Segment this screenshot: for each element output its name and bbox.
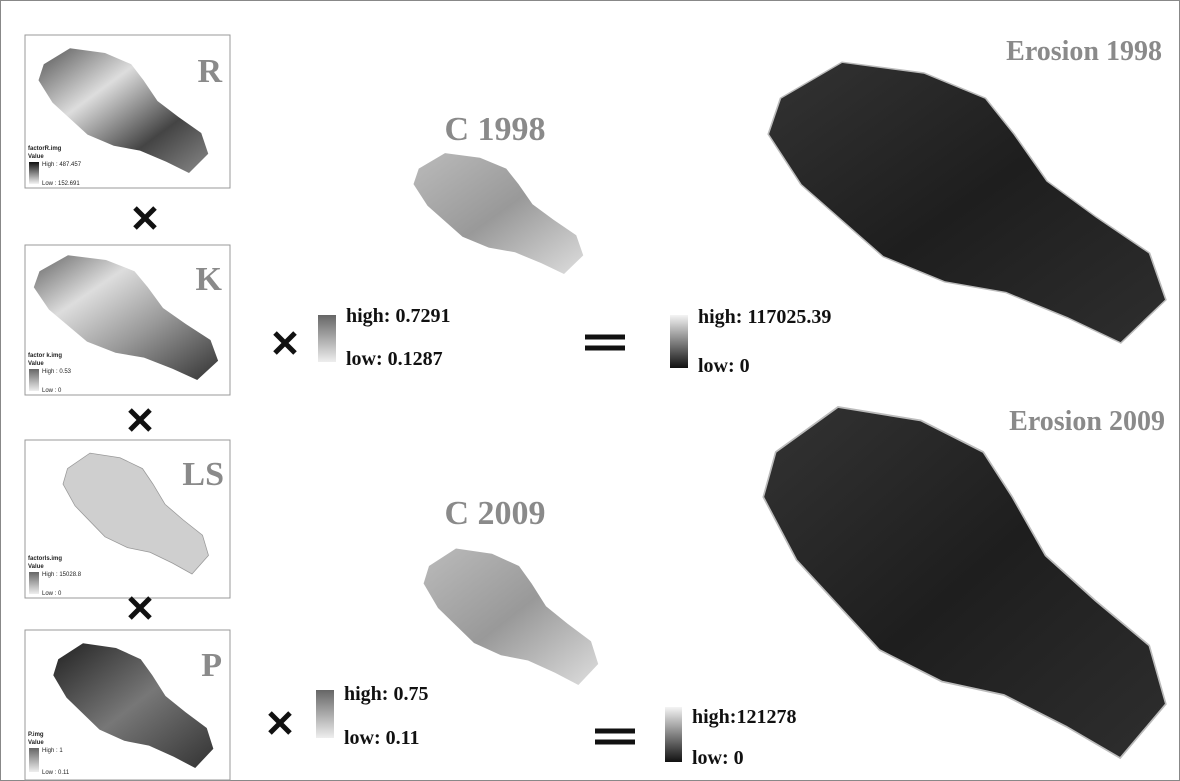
legend-bar (316, 690, 334, 738)
legend-field: Value (28, 564, 44, 570)
factor-panel: LS factorls.img Value High : 15028.8 Low… (25, 440, 230, 598)
factor-title: P (201, 647, 222, 684)
erosion-group: Erosion 1998 high: 117025.39 low: 0 (670, 36, 1166, 377)
legend-high: High : 15028.8 (42, 572, 82, 578)
legend-low: Low : 0 (42, 591, 62, 597)
legend-file: P.img (28, 732, 44, 738)
erosion-title: Erosion 2009 (1009, 406, 1165, 437)
legend-bar (29, 162, 39, 184)
legend-field: Value (28, 154, 44, 160)
times-sign (135, 208, 155, 228)
legend-low: low: 0 (692, 747, 744, 769)
legend-bar (29, 572, 39, 594)
legend-high: high:121278 (692, 706, 796, 728)
c-title: C 2009 (444, 495, 545, 532)
times-sign (275, 333, 295, 353)
erosion-group: Erosion 2009 high:121278 low: 0 (665, 406, 1166, 769)
map (768, 62, 1166, 343)
legend-bar (29, 748, 39, 772)
legend-high: High : 1 (42, 748, 63, 754)
legend-bar (665, 707, 682, 762)
c-title: C 1998 (444, 111, 545, 148)
equals-sign (595, 731, 635, 742)
legend-high: High : 0.53 (42, 369, 72, 375)
figure: R factorR.img Value High : 487.457 Low :… (0, 0, 1180, 781)
legend-bar (670, 315, 688, 368)
factor-panel: K factor k.img Value High : 0.53 Low : 0 (25, 245, 230, 395)
times-sign (130, 410, 150, 430)
legend-field: Value (28, 361, 44, 367)
legend-bar (29, 369, 39, 391)
legend-low: Low : 0.11 (42, 770, 70, 776)
legend-file: factorls.img (28, 556, 62, 562)
legend-low: low: 0 (698, 355, 750, 377)
map (424, 549, 599, 686)
legend-low: Low : 152.691 (42, 181, 80, 187)
factor-panel: R factorR.img Value High : 487.457 Low :… (25, 35, 230, 188)
legend-file: factorR.img (28, 146, 62, 152)
erosion-title: Erosion 1998 (1006, 36, 1162, 67)
times-sign (270, 713, 290, 733)
factor-panel: P P.img Value High : 1 Low : 0.11 (25, 630, 230, 780)
c-map-group: C 2009 high: 0.75 low: 0.11 (270, 495, 598, 749)
legend-high: High : 487.457 (42, 162, 82, 168)
map (763, 407, 1166, 758)
factor-title: LS (182, 456, 224, 493)
legend-bar (318, 315, 336, 362)
times-sign (130, 598, 150, 618)
legend-low: low: 0.1287 (346, 348, 443, 370)
legend-high: high: 117025.39 (698, 306, 831, 328)
equals-sign (585, 337, 625, 348)
legend-high: high: 0.75 (344, 683, 428, 705)
c-map-group: C 1998 high: 0.7291 low: 0.1287 (275, 111, 583, 370)
legend-low: low: 0.11 (344, 727, 420, 749)
legend-field: Value (28, 740, 44, 746)
legend-low: Low : 0 (42, 388, 62, 394)
legend-file: factor k.img (28, 353, 62, 359)
factor-title: R (197, 53, 222, 90)
legend-high: high: 0.7291 (346, 305, 450, 327)
factor-title: K (196, 261, 223, 298)
map (414, 153, 584, 274)
